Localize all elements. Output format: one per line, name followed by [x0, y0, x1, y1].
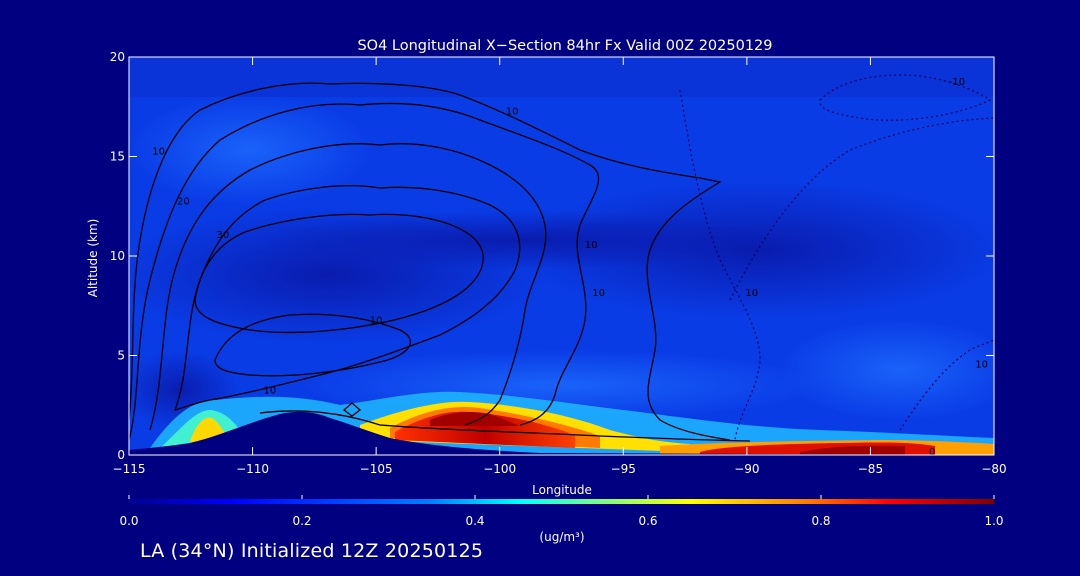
- field-light-patch-nw: [130, 95, 370, 205]
- contours-negative: [679, 74, 994, 441]
- contour-label: 10: [370, 316, 383, 327]
- colorbar-tick-label: 0.2: [292, 514, 311, 528]
- contour-neg-10-top: [819, 74, 992, 121]
- contour-label: -10: [949, 77, 965, 88]
- y-tick-label: 0: [117, 448, 125, 462]
- contour-diamond: [342, 402, 362, 417]
- contour-label: 10: [745, 288, 758, 299]
- x-tick-label: −85: [858, 462, 883, 476]
- colorbar-ticks: 0.0 0.2 0.4 0.6 0.8 1.0: [119, 495, 1004, 528]
- contour-label: 10: [592, 288, 605, 299]
- terrain: [129, 411, 994, 455]
- colorbar: [129, 499, 994, 504]
- y-axis-label: Altitude (km): [86, 219, 100, 298]
- contour-label: 10: [975, 359, 988, 370]
- field-dark-band-mid: [260, 210, 780, 270]
- contour-neg-10-east: [679, 89, 761, 441]
- x-tick-label: −80: [981, 462, 1006, 476]
- x-tick-label: −95: [611, 462, 636, 476]
- field-upper-band: [129, 57, 994, 97]
- colorbar-tick-label: 0.0: [119, 514, 138, 528]
- y-tick-label: 15: [110, 150, 125, 164]
- chart-title: SO4 Longitudinal X−Section 84hr Fx Valid…: [357, 38, 772, 54]
- contour-label: 20: [177, 196, 190, 207]
- contour-neg-10-low: [899, 339, 994, 431]
- y-tick-label: 10: [110, 249, 125, 263]
- contour-30: [194, 213, 484, 334]
- colorbar-label: (ug/m³): [539, 530, 584, 544]
- contour-label: 0: [929, 447, 935, 458]
- x-tick-label: −90: [734, 462, 759, 476]
- contour-20-inner: [214, 313, 412, 377]
- colorbar-tick-label: 1.0: [984, 514, 1003, 528]
- contour-20: [173, 184, 521, 411]
- y-tick-label: 5: [117, 349, 125, 363]
- y-axis: 0 5 10 15 20: [110, 50, 994, 462]
- y-tick-label: 20: [110, 50, 125, 64]
- x-tick-label: −115: [113, 462, 146, 476]
- contour-outer-10: [129, 82, 731, 441]
- field-light-patch-ne: [780, 320, 994, 420]
- contour-label: 10: [264, 385, 277, 396]
- x-tick-label: −100: [483, 462, 516, 476]
- x-tick-label: −110: [236, 462, 269, 476]
- contour-label: 10: [152, 147, 165, 158]
- contour-10-b: [129, 102, 600, 441]
- contour-label: 10: [585, 240, 598, 251]
- contour-labels: 10 20 30 10 10 10 10 10 -10 10 10 0: [152, 77, 988, 458]
- colorbar-tick-label: 0.6: [638, 514, 657, 528]
- plot-area: 10 20 30 10 10 10 10 10 -10 10 10 0: [129, 57, 994, 458]
- contour-10-c: [149, 143, 547, 431]
- plume-surface-darkred: [800, 445, 905, 455]
- x-axis: −115 −110 −105 −100 −95 −90 −85 −80: [113, 57, 1007, 476]
- x-axis-label: Longitude: [532, 483, 592, 497]
- contour-terrain-edge: [259, 410, 751, 442]
- contours: [129, 82, 751, 442]
- colorbar-tick-label: 0.4: [465, 514, 484, 528]
- contour-label: 10: [506, 107, 519, 118]
- contour-neg-10-mid: [729, 117, 994, 301]
- x-tick-label: −105: [360, 462, 393, 476]
- plume-darkred: [430, 412, 520, 426]
- colorbar-tick-label: 0.8: [811, 514, 830, 528]
- contour-label: 30: [217, 230, 230, 241]
- footer-caption: LA (34°N) Initialized 12Z 20250125: [140, 540, 484, 562]
